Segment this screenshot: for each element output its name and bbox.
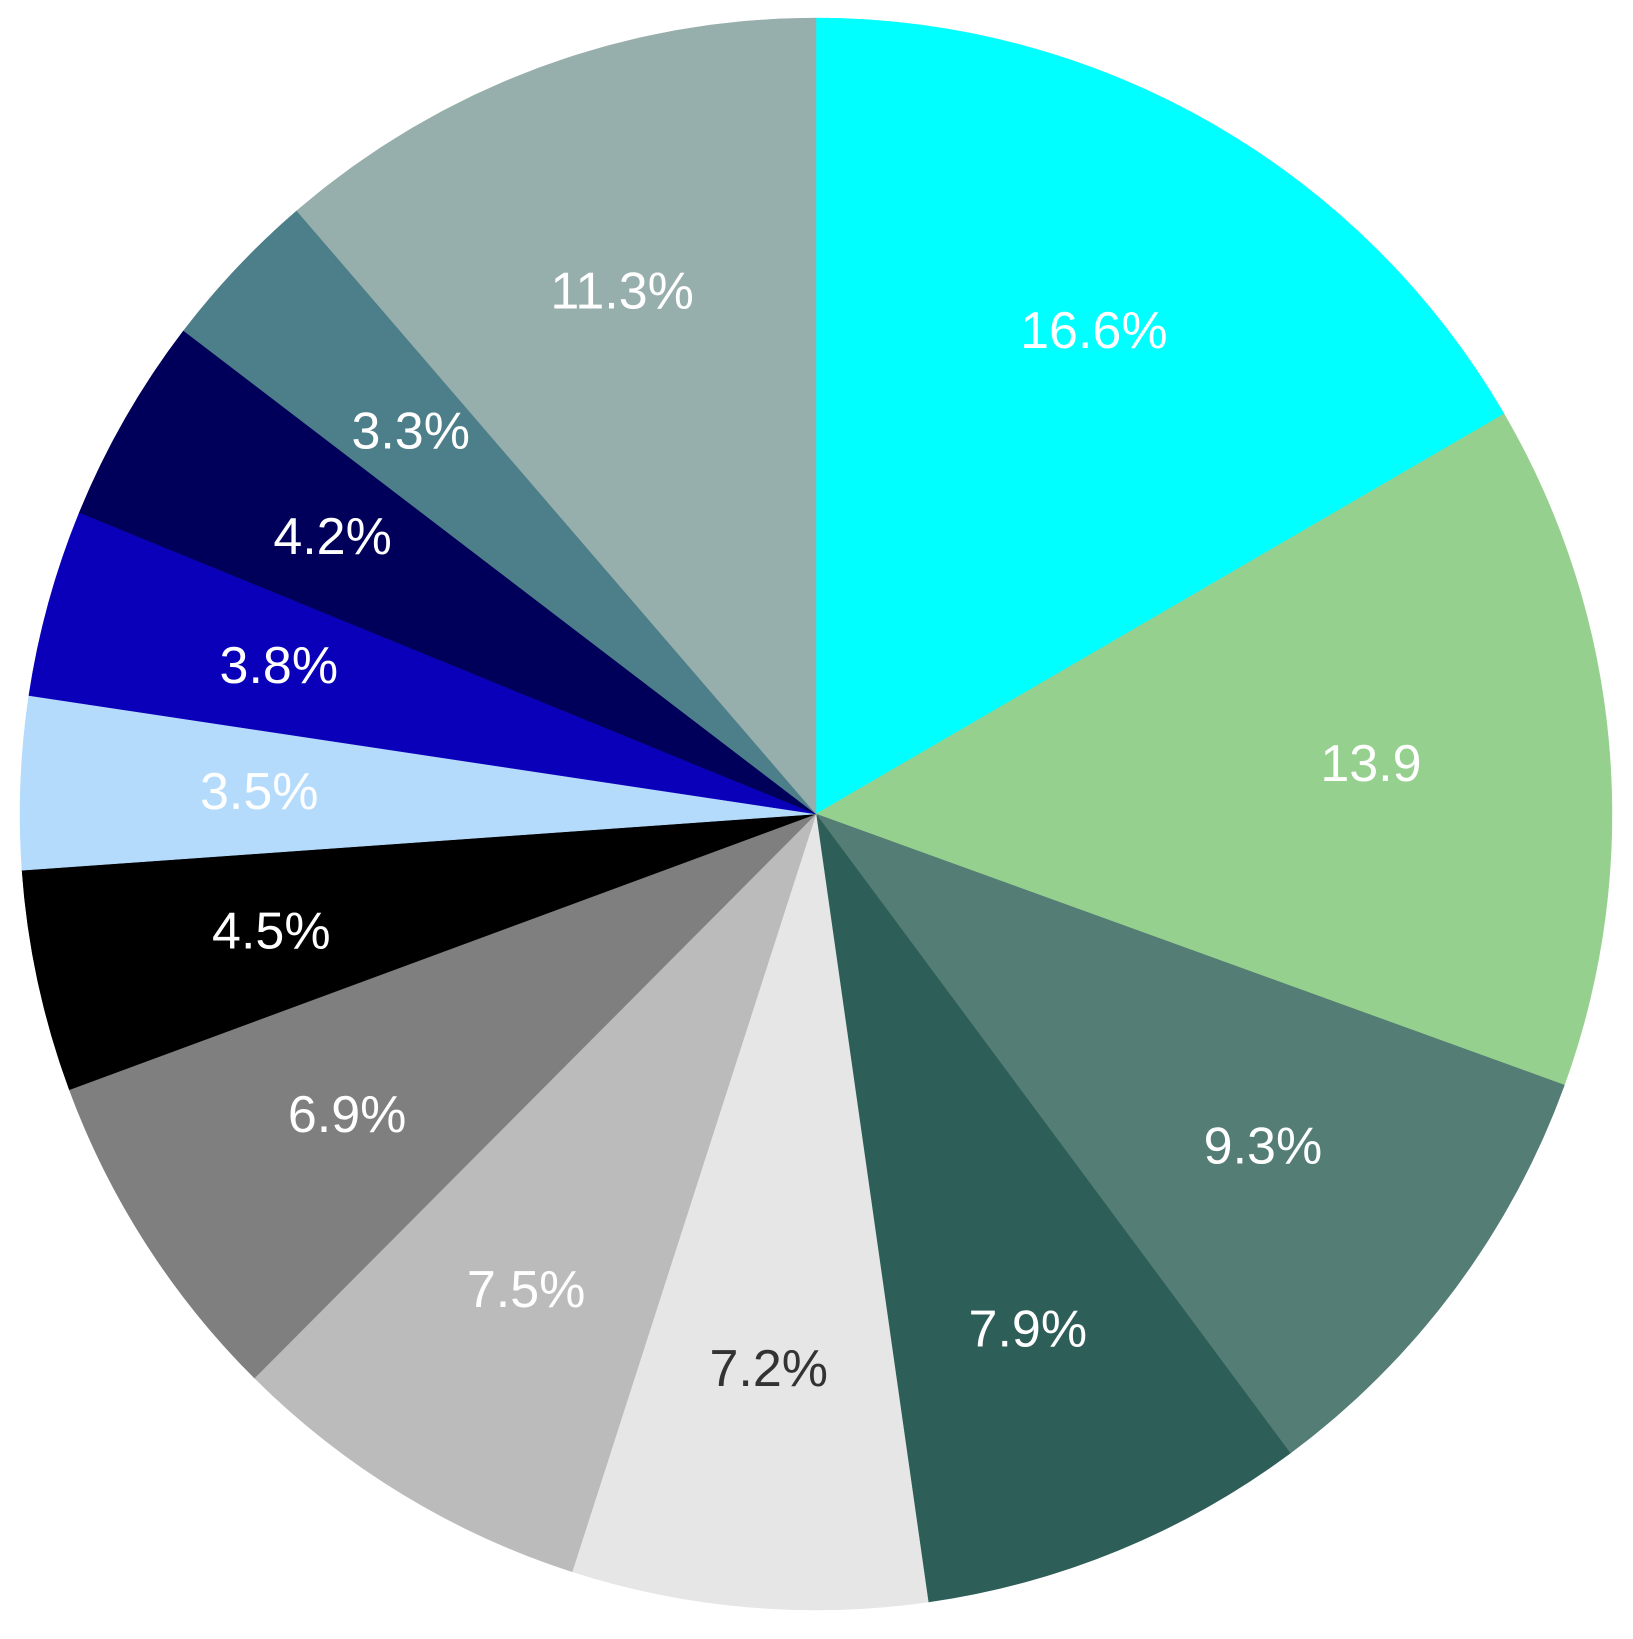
pie-slice-4 — [815, 813, 1291, 1603]
pie-slice-label-1: 16.6% — [1020, 302, 1167, 360]
pie-slice-5 — [571, 813, 929, 1611]
pie-slice-label-9: 3.5% — [200, 763, 319, 821]
pie-slices — [19, 17, 1613, 1611]
pie-slice-label-13: 11.3% — [550, 263, 694, 321]
pie-slice-3 — [815, 813, 1565, 1454]
pie-slice-label-6: 7.5% — [467, 1261, 586, 1319]
pie-slice-label-3: 9.3% — [1204, 1118, 1323, 1176]
pie-slice-labels: 16.6% 13.9 9.3% 7.9% 7.2% 7.5% 6.9% 4.5% 3.5% 3.8… — [200, 263, 1422, 1399]
pie-slice-8 — [21, 813, 817, 1091]
pie-slice-label-7: 6.9% — [288, 1086, 407, 1144]
pie-slice-1 — [815, 17, 1505, 815]
pie-slice-13 — [296, 17, 817, 815]
pie-slice-label-11: 4.2% — [273, 508, 392, 566]
pie-slice-label-12: 3.3% — [351, 403, 470, 461]
pie-slice-label-4: 7.9% — [969, 1300, 1088, 1358]
pie-slice-6 — [254, 813, 817, 1573]
pie-slice-2 — [815, 413, 1613, 1086]
pie-slice-10 — [28, 512, 817, 815]
pie-slice-label-10: 3.8% — [220, 637, 339, 695]
pie-slice-label-5: 7.2% — [709, 1340, 828, 1398]
pie-slice-label-8: 4.5% — [212, 902, 331, 960]
pie-slice-11 — [78, 330, 817, 815]
pie-slice-label-2: 13.9 — [1320, 735, 1421, 793]
pie-slice-7 — [68, 813, 817, 1379]
